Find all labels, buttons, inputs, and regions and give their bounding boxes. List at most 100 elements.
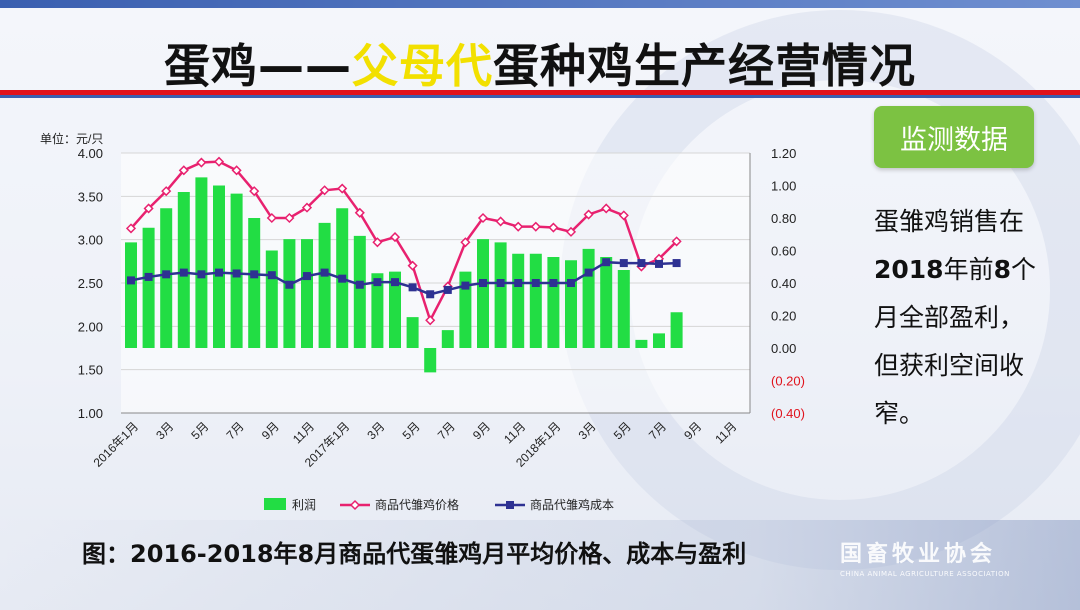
- cost-point: [514, 279, 523, 287]
- price-point: [213, 156, 225, 167]
- profit-bar: [653, 333, 665, 348]
- profit-bar: [477, 239, 489, 348]
- price-point: [389, 232, 401, 243]
- cost-point: [303, 272, 311, 281]
- cost-point: [426, 290, 435, 299]
- x-tick-label: 9月: [259, 419, 282, 442]
- price-point: [337, 183, 348, 194]
- price-point: [196, 157, 207, 168]
- price-point: [460, 237, 471, 248]
- note-line-3: 月全部盈利，: [874, 303, 1025, 332]
- x-tick-label: 11月: [290, 419, 317, 446]
- profit-bar: [353, 235, 366, 348]
- title-part-3: 蛋种鸡生产经营情况: [493, 39, 916, 93]
- y-left-tick-label: 3.00: [78, 233, 103, 248]
- y-left-tick-label: 2.00: [78, 319, 103, 334]
- price-point: [372, 237, 383, 248]
- profit-bar: [600, 257, 613, 348]
- profit-bar: [406, 317, 419, 348]
- title-rule-red: [0, 90, 1080, 95]
- x-tick-label: 5月: [400, 419, 423, 442]
- profit-bar: [301, 239, 313, 348]
- cost-point: [672, 259, 681, 268]
- profit-bar: [582, 248, 595, 348]
- x-tick-label: 9月: [470, 419, 493, 442]
- price-point: [161, 186, 172, 197]
- y-right-tick-label: 0.60: [771, 244, 796, 259]
- x-tick-label: 7月: [435, 419, 458, 442]
- cost-point: [584, 268, 593, 277]
- side-note: 蛋雏鸡销售在 2018年前8个 月全部盈利， 但获利空间收 窄。: [874, 198, 1064, 438]
- price-point: [266, 212, 277, 224]
- cost-point: [162, 270, 171, 279]
- profit-bar: [529, 253, 542, 348]
- cost-point: [496, 279, 505, 287]
- profit-bar: [248, 218, 261, 348]
- y-right-tick-label: 1.20: [771, 146, 796, 161]
- title-part-1: 蛋鸡——: [164, 39, 352, 93]
- org-name-cn: 国畜牧业协会: [840, 542, 997, 567]
- cost-point: [461, 281, 470, 290]
- note-line-1: 蛋雏鸡销售在: [874, 207, 1025, 236]
- price-point: [319, 185, 330, 196]
- profit-bar: [565, 260, 577, 348]
- y-right-tick-label: 0.20: [771, 309, 796, 324]
- price-point: [231, 165, 242, 176]
- price-point: [583, 209, 594, 220]
- cost-point: [443, 285, 452, 294]
- y-right-tick-label: 0.40: [771, 276, 796, 291]
- profit-bar: [494, 242, 507, 348]
- figure-caption: 图：2016-2018年8月商品代蛋雏鸡月平均价格、成本与盈利: [82, 540, 747, 568]
- profit-bar: [318, 222, 331, 348]
- price-point: [284, 212, 295, 224]
- x-tick-label: 2016年1月: [91, 419, 141, 469]
- bottom-gradient: [0, 520, 1080, 610]
- x-tick-label: 7月: [646, 419, 669, 442]
- y-left-tick-label: 3.50: [78, 189, 103, 204]
- price-point: [618, 210, 629, 221]
- x-tick-label: 5月: [188, 419, 211, 442]
- profit-bar: [670, 312, 683, 348]
- cost-point: [179, 268, 188, 277]
- y-right-tick-label: (0.20): [771, 374, 805, 389]
- price-point: [125, 223, 137, 234]
- cost-point: [355, 280, 364, 289]
- x-tick-label: 9月: [681, 419, 704, 442]
- cost-point: [232, 269, 241, 278]
- profit-bar: [371, 273, 384, 348]
- cost-point: [655, 259, 663, 268]
- cost-point: [619, 259, 628, 268]
- y-left-tick-label: 1.00: [78, 406, 103, 421]
- cost-point: [602, 258, 611, 267]
- legend-profit-label: 利润: [292, 498, 316, 512]
- legend-price-label: 商品代雏鸡价格: [375, 497, 459, 512]
- profit-bar: [512, 253, 525, 348]
- price-point: [249, 186, 260, 197]
- top-accent-bar: [0, 0, 1080, 8]
- cost-point: [267, 271, 276, 280]
- cost-point: [408, 283, 417, 292]
- x-tick-label: 3月: [364, 419, 387, 442]
- price-point: [601, 203, 612, 214]
- profit-bar: [424, 348, 437, 373]
- profit-bar: [389, 271, 401, 348]
- cost-point: [215, 268, 223, 277]
- cost-point: [531, 279, 540, 287]
- profit-bar: [635, 339, 648, 348]
- legend-cost-label: 商品代雏鸡成本: [530, 497, 614, 512]
- profit-bar: [459, 271, 472, 348]
- price-point: [530, 221, 541, 232]
- note-year: 2018: [874, 255, 944, 284]
- x-tick-label: 5月: [611, 419, 634, 442]
- x-tick-label: 3月: [576, 419, 599, 442]
- profit-bar: [213, 185, 225, 348]
- y-right-tick-label: 0.00: [771, 341, 796, 356]
- profit-bar: [283, 239, 296, 348]
- cost-point: [567, 279, 575, 287]
- y-left-tick-label: 4.00: [78, 146, 103, 161]
- price-point: [477, 212, 489, 224]
- note-line-2: 2018年前8个: [874, 246, 1064, 294]
- profit-bar: [265, 250, 278, 348]
- title-highlight: 父母代: [352, 39, 493, 93]
